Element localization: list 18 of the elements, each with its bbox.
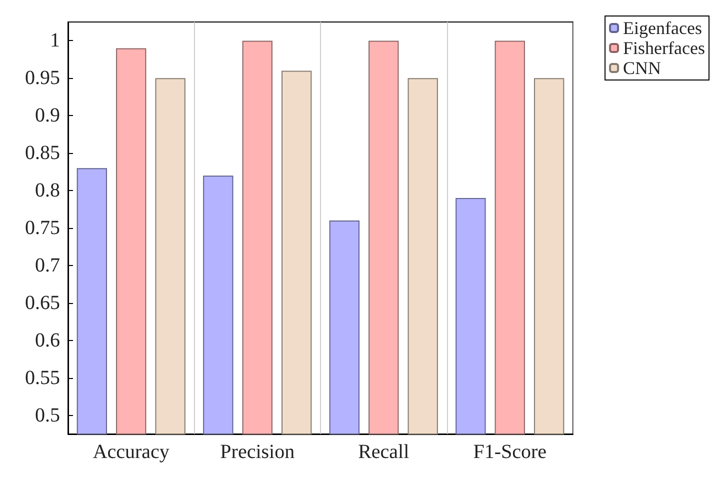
y-tick-label: 0.8	[35, 180, 60, 202]
legend-label: Eigenfaces	[623, 18, 702, 38]
y-tick-label: 1	[50, 30, 60, 52]
y-tick-label: 0.5	[35, 404, 60, 426]
y-tick-label: 0.6	[35, 329, 60, 352]
x-tick-label: F1-Score	[473, 441, 547, 463]
y-tick-label: 0.7	[35, 254, 60, 276]
y-tick-label: 0.55	[25, 366, 60, 389]
legend-label: CNN	[623, 58, 662, 78]
y-tick-label: 0.9	[35, 104, 60, 127]
y-tick-label: 0.85	[25, 142, 60, 164]
x-tick-label: Precision	[220, 441, 295, 463]
x-tick-label: Accuracy	[92, 441, 170, 463]
legend-label: Fisherfaces	[623, 38, 705, 58]
y-tick-label: 0.65	[25, 292, 60, 314]
x-tick-label: Recall	[358, 441, 410, 463]
y-tick-label: 0.95	[25, 67, 60, 90]
y-tick-label: 0.75	[25, 217, 60, 239]
